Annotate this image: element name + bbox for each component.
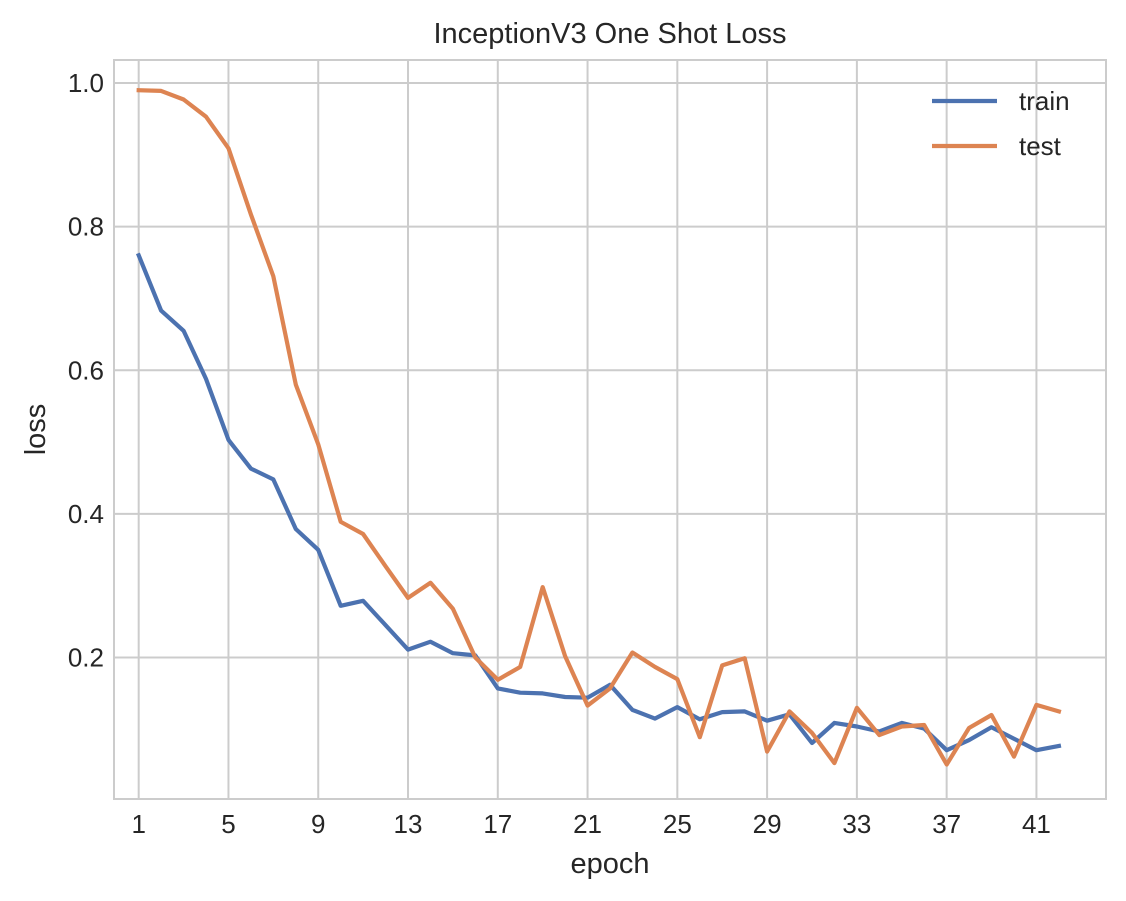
x-tick-label: 13 xyxy=(394,809,423,839)
x-tick-label: 5 xyxy=(221,809,235,839)
legend: train test xyxy=(932,86,1070,161)
series-line-test xyxy=(136,88,1062,767)
x-axis-title: epoch xyxy=(570,848,649,880)
x-tick-label: 21 xyxy=(573,809,602,839)
tick-labels: 1 5 9 13 17 21 25 29 33 37 41 0.2 0.4 0.6 0.8 1.0 xyxy=(68,68,1051,839)
x-tick-label: 37 xyxy=(932,809,961,839)
y-tick-label: 0.8 xyxy=(68,212,104,242)
legend-label-train: train xyxy=(1019,86,1070,116)
chart-title: InceptionV3 One Shot Loss xyxy=(433,18,786,50)
x-tick-label: 33 xyxy=(842,809,871,839)
plot-frame xyxy=(113,59,1107,800)
y-tick-label: 0.4 xyxy=(68,499,104,529)
x-tick-label: 25 xyxy=(663,809,692,839)
y-tick-label: 1.0 xyxy=(68,68,104,98)
x-tick-label: 41 xyxy=(1022,809,1051,839)
x-tick-label: 17 xyxy=(483,809,512,839)
x-tick-label: 29 xyxy=(753,809,782,839)
x-tick-label: 9 xyxy=(311,809,325,839)
y-axis-title: loss xyxy=(20,404,52,456)
series-lines xyxy=(135,88,1062,767)
y-tick-label: 0.2 xyxy=(68,643,104,673)
series-line-train xyxy=(135,252,1062,753)
legend-label-test: test xyxy=(1019,131,1062,161)
y-tick-label: 0.6 xyxy=(68,355,104,385)
x-tick-label: 1 xyxy=(131,809,145,839)
grid-lines xyxy=(114,60,1106,799)
